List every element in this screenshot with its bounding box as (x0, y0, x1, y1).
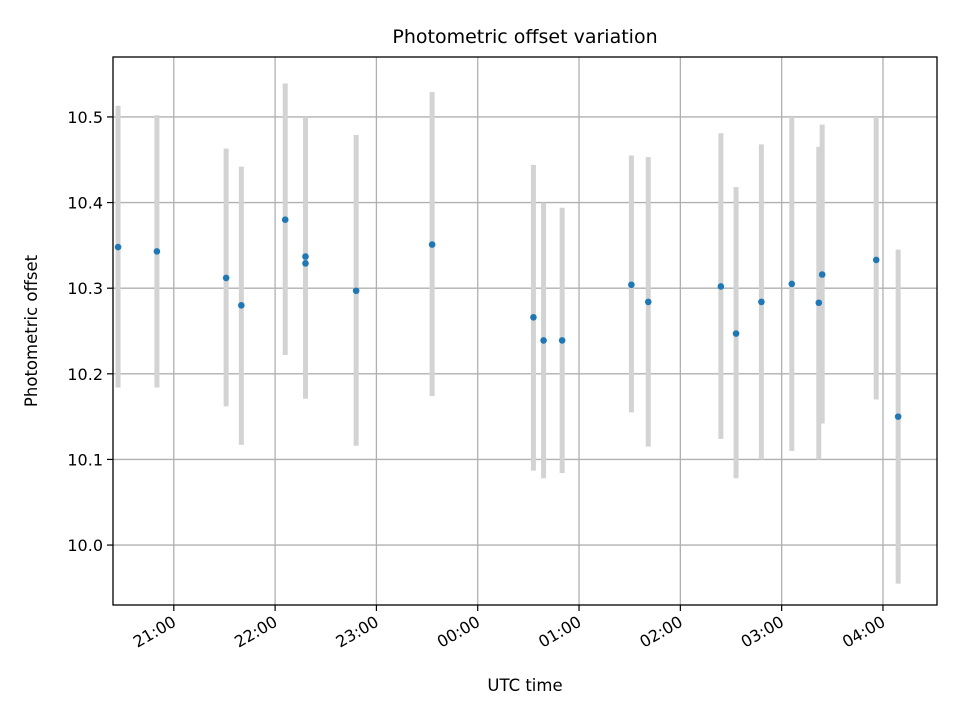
data-point (558, 337, 566, 344)
x-axis: 21:00 22:00 23:00 00:00 01:00 02:00 03:00 04:00 (130, 605, 888, 652)
x-tick-label: 21:00 (130, 612, 179, 652)
y-tick-label: 10.4 (67, 194, 103, 213)
y-axis: 10.0 10.1 10.2 10.3 10.4 10.5 (67, 108, 113, 555)
data-points (114, 216, 902, 420)
x-axis-label: UTC time (487, 676, 562, 695)
data-point (530, 314, 537, 321)
chart-title: Photometric offset variation (392, 26, 657, 48)
data-point (758, 298, 765, 306)
data-point (114, 243, 122, 251)
x-tick-label: 04:00 (839, 612, 888, 652)
data-point (644, 298, 652, 306)
data-point (872, 256, 880, 264)
x-tick-label: 02:00 (636, 612, 685, 652)
data-point (238, 302, 245, 309)
x-tick-label: 03:00 (738, 612, 787, 652)
data-point (717, 283, 725, 290)
data-point (788, 280, 796, 288)
y-tick-label: 10.0 (67, 536, 103, 555)
y-axis-label: Photometric offset (22, 254, 41, 407)
data-point (540, 337, 547, 344)
data-point (153, 248, 161, 255)
y-tick-label: 10.5 (67, 108, 103, 127)
data-point (222, 274, 230, 282)
y-tick-label: 10.1 (67, 450, 103, 469)
data-point (428, 241, 436, 248)
x-tick-label: 23:00 (332, 612, 381, 652)
x-tick-label: 00:00 (434, 612, 483, 652)
data-point (732, 330, 740, 337)
x-tick-label: 22:00 (231, 612, 280, 652)
data-point (302, 260, 309, 267)
data-point (818, 271, 826, 278)
x-tick-label: 01:00 (535, 612, 584, 652)
y-tick-label: 10.3 (67, 279, 103, 298)
data-point (894, 413, 902, 420)
data-point (628, 281, 635, 289)
data-point (352, 287, 360, 295)
plot-frame (112, 56, 938, 606)
grid (113, 57, 937, 605)
y-tick-label: 10.2 (67, 365, 103, 384)
data-point (302, 253, 309, 260)
data-point (815, 299, 823, 307)
data-point (281, 216, 289, 223)
